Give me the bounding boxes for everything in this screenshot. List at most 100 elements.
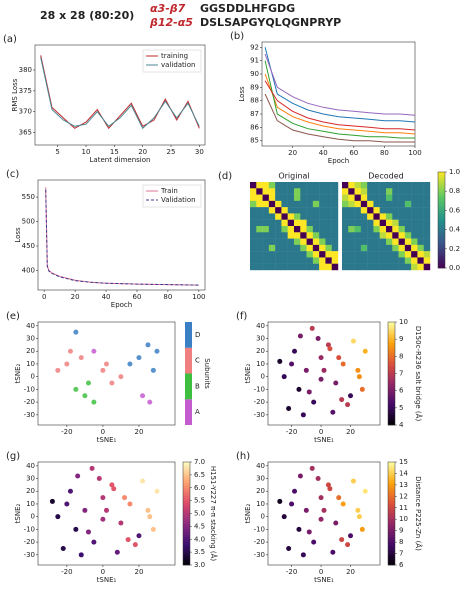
heatmap-cell [250,182,257,189]
colorbar-tick-label: 8 [399,352,403,360]
series-line [40,57,200,130]
heatmap-cell [331,182,339,189]
heatmap-cell [306,182,314,189]
y-tick-label: 10 [256,500,265,508]
scatter-point [303,507,309,513]
heatmap-cell [281,182,288,189]
heatmap-cell [287,232,295,239]
x-tick-label: 15 [110,148,119,156]
heatmap-cell [354,207,362,214]
colorbar-segment [438,244,445,247]
heatmap-cell [331,257,339,264]
heatmap-cell [331,207,339,214]
heatmap-cell [373,219,380,227]
legend-swatch [185,399,192,425]
heatmap-cell [262,226,270,233]
colorbar-segment [388,365,395,369]
scatter-point [345,402,351,408]
scatter-point [318,355,324,361]
heatmap-cell [348,263,355,271]
y-tick-label: 0 [261,513,265,521]
scatter-point [339,397,345,403]
legend-label: training [161,52,188,60]
heatmap-cell [398,244,406,252]
heatmap-cell [379,200,387,208]
heatmap-cell [281,257,288,264]
heatmap-cell [398,182,406,189]
colorbar-segment [388,422,395,426]
heatmap-cell [348,182,355,189]
heatmap-cell [423,200,431,208]
colorbar-frame [437,171,446,269]
scatter-point [118,374,124,380]
heatmap-cell [379,188,387,195]
heatmap-cell [354,188,362,195]
heatmap-cell [319,263,326,271]
colorbar-segment [183,462,190,465]
heatmap-cell [300,257,307,264]
heatmap-cell [411,226,418,233]
colorbar-segment [183,503,190,507]
heatmap-cell [386,194,393,202]
heatmap-cell [342,244,349,252]
scatter-point [78,355,84,361]
colorbar-segment [388,521,395,525]
colorbar-segment [388,490,395,494]
legend-label: A [195,408,200,416]
colorbar-segment [183,490,190,494]
heatmap-cell [325,188,332,195]
colorbar-segment [388,508,395,512]
heatmap-cell [360,232,368,239]
heatmap-cell [386,232,393,239]
heatmap-cell [342,219,349,227]
heatmap-cell [262,263,270,271]
scatter-point [277,358,283,364]
colorbar-label: Distance P225-Zn (Å) [414,476,423,551]
heatmap-cell [379,213,387,220]
scatter-point [318,376,324,382]
scatter-point [362,348,368,354]
colorbar-segment [183,539,190,543]
scatter-point [325,482,331,488]
heatmap-cell [331,213,339,220]
colorbar-segment [438,232,445,235]
colorbar-segment [438,222,445,226]
heatmap-cell [342,188,349,195]
heatmap-cell [354,244,362,252]
colorbar-segment [438,210,445,214]
colorbar-segment [183,544,190,548]
colorbar-segment [438,260,445,264]
heatmap-cell [392,188,399,195]
heatmap-cell [411,219,418,227]
heatmap-cell [417,200,424,208]
heatmap-cell [342,232,349,239]
heatmap-cell [392,200,399,208]
heatmap-cell [287,188,295,195]
heatmap-cell [250,263,257,271]
heatmap-cell [312,263,320,271]
colorbar-segment [388,544,395,548]
x-tick-label: 40 [319,149,328,157]
heatmap-cell [256,213,263,220]
colorbar-segment [438,239,445,242]
heatmap-cell [325,244,332,252]
heatmap-cell [300,226,307,233]
colorbar-segment [388,419,395,423]
heatmap-cell [367,251,374,258]
scatter-point [325,342,331,348]
heatmap-cell [367,244,374,252]
heatmap-cell [417,257,424,264]
y-tick-label: 450 [22,242,35,250]
colorbar-segment [388,358,395,361]
heatmap-cell [312,194,320,202]
heatmap-cell [331,219,339,227]
scatter-point [67,488,73,494]
scatter-point [73,329,79,335]
heatmap-cell [348,238,355,246]
heatmap-cell [404,188,412,195]
y-tick-label: 30 [26,475,35,483]
heatmap-cell [300,207,307,214]
heatmap-cell [300,263,307,271]
heatmap-cell [367,263,374,271]
y-tick-label: 500 [22,218,35,226]
